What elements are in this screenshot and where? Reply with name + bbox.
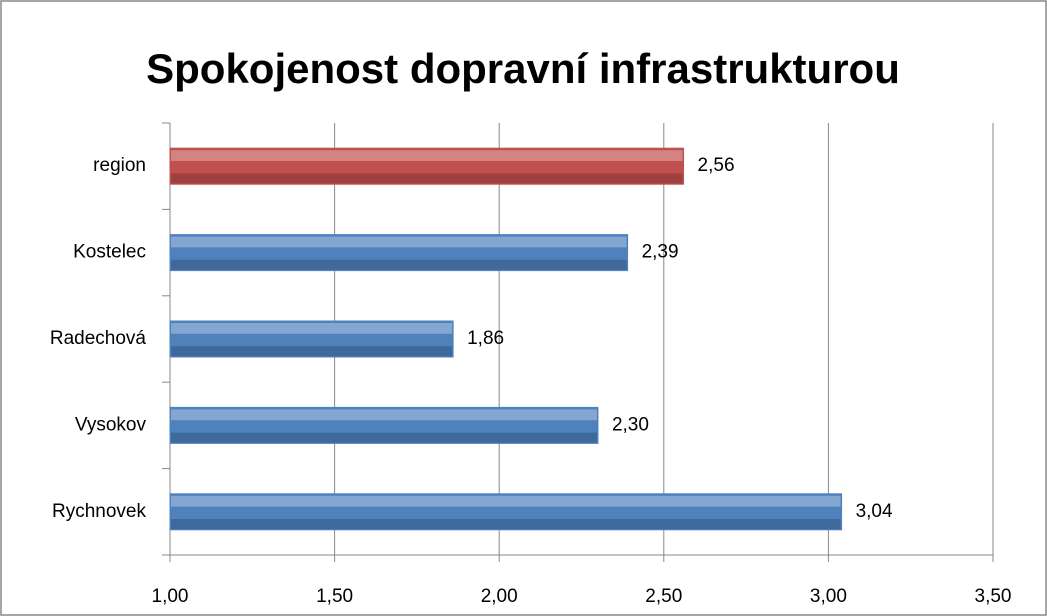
- bar-shade: [171, 173, 683, 184]
- value-label: 2,39: [642, 242, 679, 263]
- bar: [169, 147, 685, 185]
- bar: [169, 234, 629, 272]
- bar-shade: [171, 259, 627, 270]
- value-label: 2,56: [698, 155, 735, 176]
- bar-highlight: [171, 323, 453, 334]
- x-tick-label: 1,00: [152, 586, 189, 607]
- bar-shade: [171, 432, 597, 443]
- value-label: 1,86: [467, 328, 504, 349]
- value-label: 2,30: [612, 414, 649, 435]
- bar: [169, 320, 454, 358]
- x-tick-label: 3,50: [975, 586, 1012, 607]
- x-tick-label: 2,00: [481, 586, 518, 607]
- x-tick-label: 1,50: [316, 586, 353, 607]
- y-tick-label: Vysokov: [75, 414, 147, 435]
- bar-highlight: [171, 495, 841, 507]
- y-tick-label: Kostelec: [73, 242, 146, 263]
- bar-shade: [171, 346, 453, 357]
- bar-highlight: [171, 150, 683, 161]
- x-tick-label: 2,50: [645, 586, 682, 607]
- bar-highlight: [171, 409, 597, 421]
- x-tick-label: 3,00: [810, 586, 847, 607]
- y-tick-label: Radechová: [50, 328, 147, 349]
- bar-shade: [171, 519, 841, 530]
- bar-highlight: [171, 236, 627, 248]
- value-label: 3,04: [856, 501, 893, 522]
- chart-title: Spokojenost dopravní infrastrukturou: [146, 45, 900, 92]
- bar: [169, 493, 843, 531]
- y-tick-label: Rychnovek: [52, 501, 146, 522]
- bar: [169, 406, 599, 444]
- y-tick-label: region: [93, 155, 146, 176]
